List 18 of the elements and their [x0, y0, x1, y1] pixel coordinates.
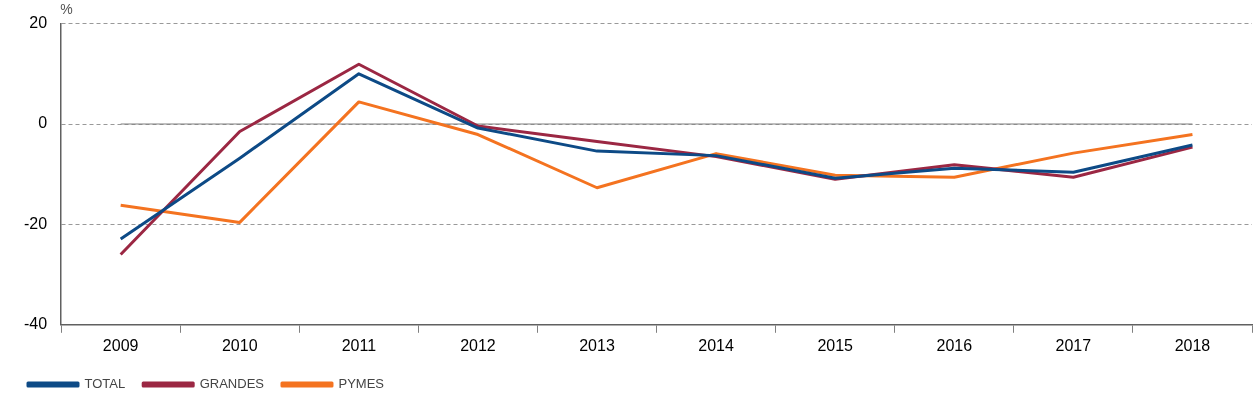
legend-label: GRANDES [199, 376, 265, 392]
y-tick-label: 0 [38, 114, 48, 132]
x-tick-label: 2016 [936, 336, 973, 354]
y-axis-title: % [60, 1, 73, 18]
x-tick-label: 2011 [341, 336, 377, 354]
y-tick-label: -20 [24, 214, 48, 232]
x-tick-label: 2013 [579, 336, 615, 354]
y-tick-label: 20 [29, 14, 48, 32]
legend-label: TOTAL [84, 376, 126, 392]
x-tick-label: 2012 [460, 336, 496, 354]
x-tick-label: 2009 [102, 336, 139, 354]
y-tick-label: -40 [24, 315, 48, 333]
x-tick-label: 2018 [1174, 336, 1211, 354]
x-tick-label: 2014 [698, 336, 734, 354]
x-tick-label: 2017 [1055, 336, 1092, 354]
x-tick-label: 2010 [221, 336, 258, 354]
legend-label: PYMES [338, 376, 385, 392]
x-tick-label: 2015 [817, 336, 854, 354]
